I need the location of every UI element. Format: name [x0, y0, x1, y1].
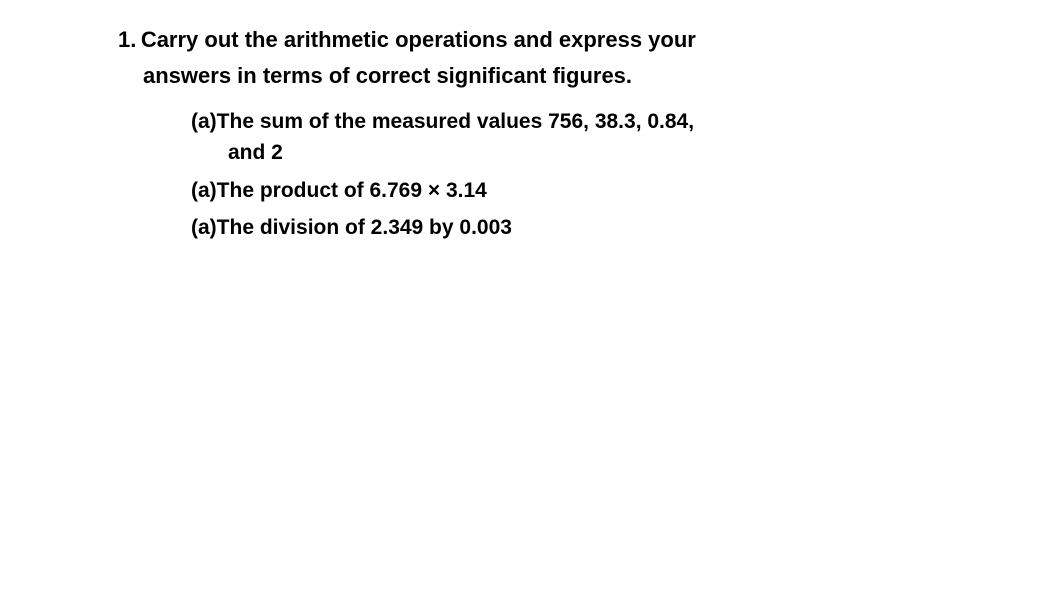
- question-container: 1. Carry out the arithmetic operations a…: [0, 0, 1062, 244]
- sub-item-2-text: The product of 6.769 × 3.14: [217, 179, 487, 202]
- sub-items-container: (a)The sum of the measured values 756, 3…: [118, 106, 982, 244]
- question-text-line1: Carry out the arithmetic operations and …: [141, 27, 696, 52]
- sub-item-1: (a)The sum of the measured values 756, 3…: [191, 106, 982, 169]
- question-text-line2: answers in terms of correct significant …: [118, 60, 982, 92]
- sub-item-2: (a)The product of 6.769 × 3.14: [191, 175, 982, 207]
- sub-item-3: (a)The division of 2.349 by 0.003: [191, 212, 982, 244]
- sub-item-2-label: (a): [191, 179, 217, 202]
- question-number: 1.: [118, 27, 136, 52]
- question-line-1: 1. Carry out the arithmetic operations a…: [118, 24, 982, 56]
- sub-item-3-text: The division of 2.349 by 0.003: [217, 216, 512, 239]
- sub-item-3-label: (a): [191, 216, 217, 239]
- sub-item-1-continuation: and 2: [191, 137, 982, 169]
- sub-item-1-text: The sum of the measured values 756, 38.3…: [217, 110, 694, 133]
- sub-item-1-label: (a): [191, 110, 217, 133]
